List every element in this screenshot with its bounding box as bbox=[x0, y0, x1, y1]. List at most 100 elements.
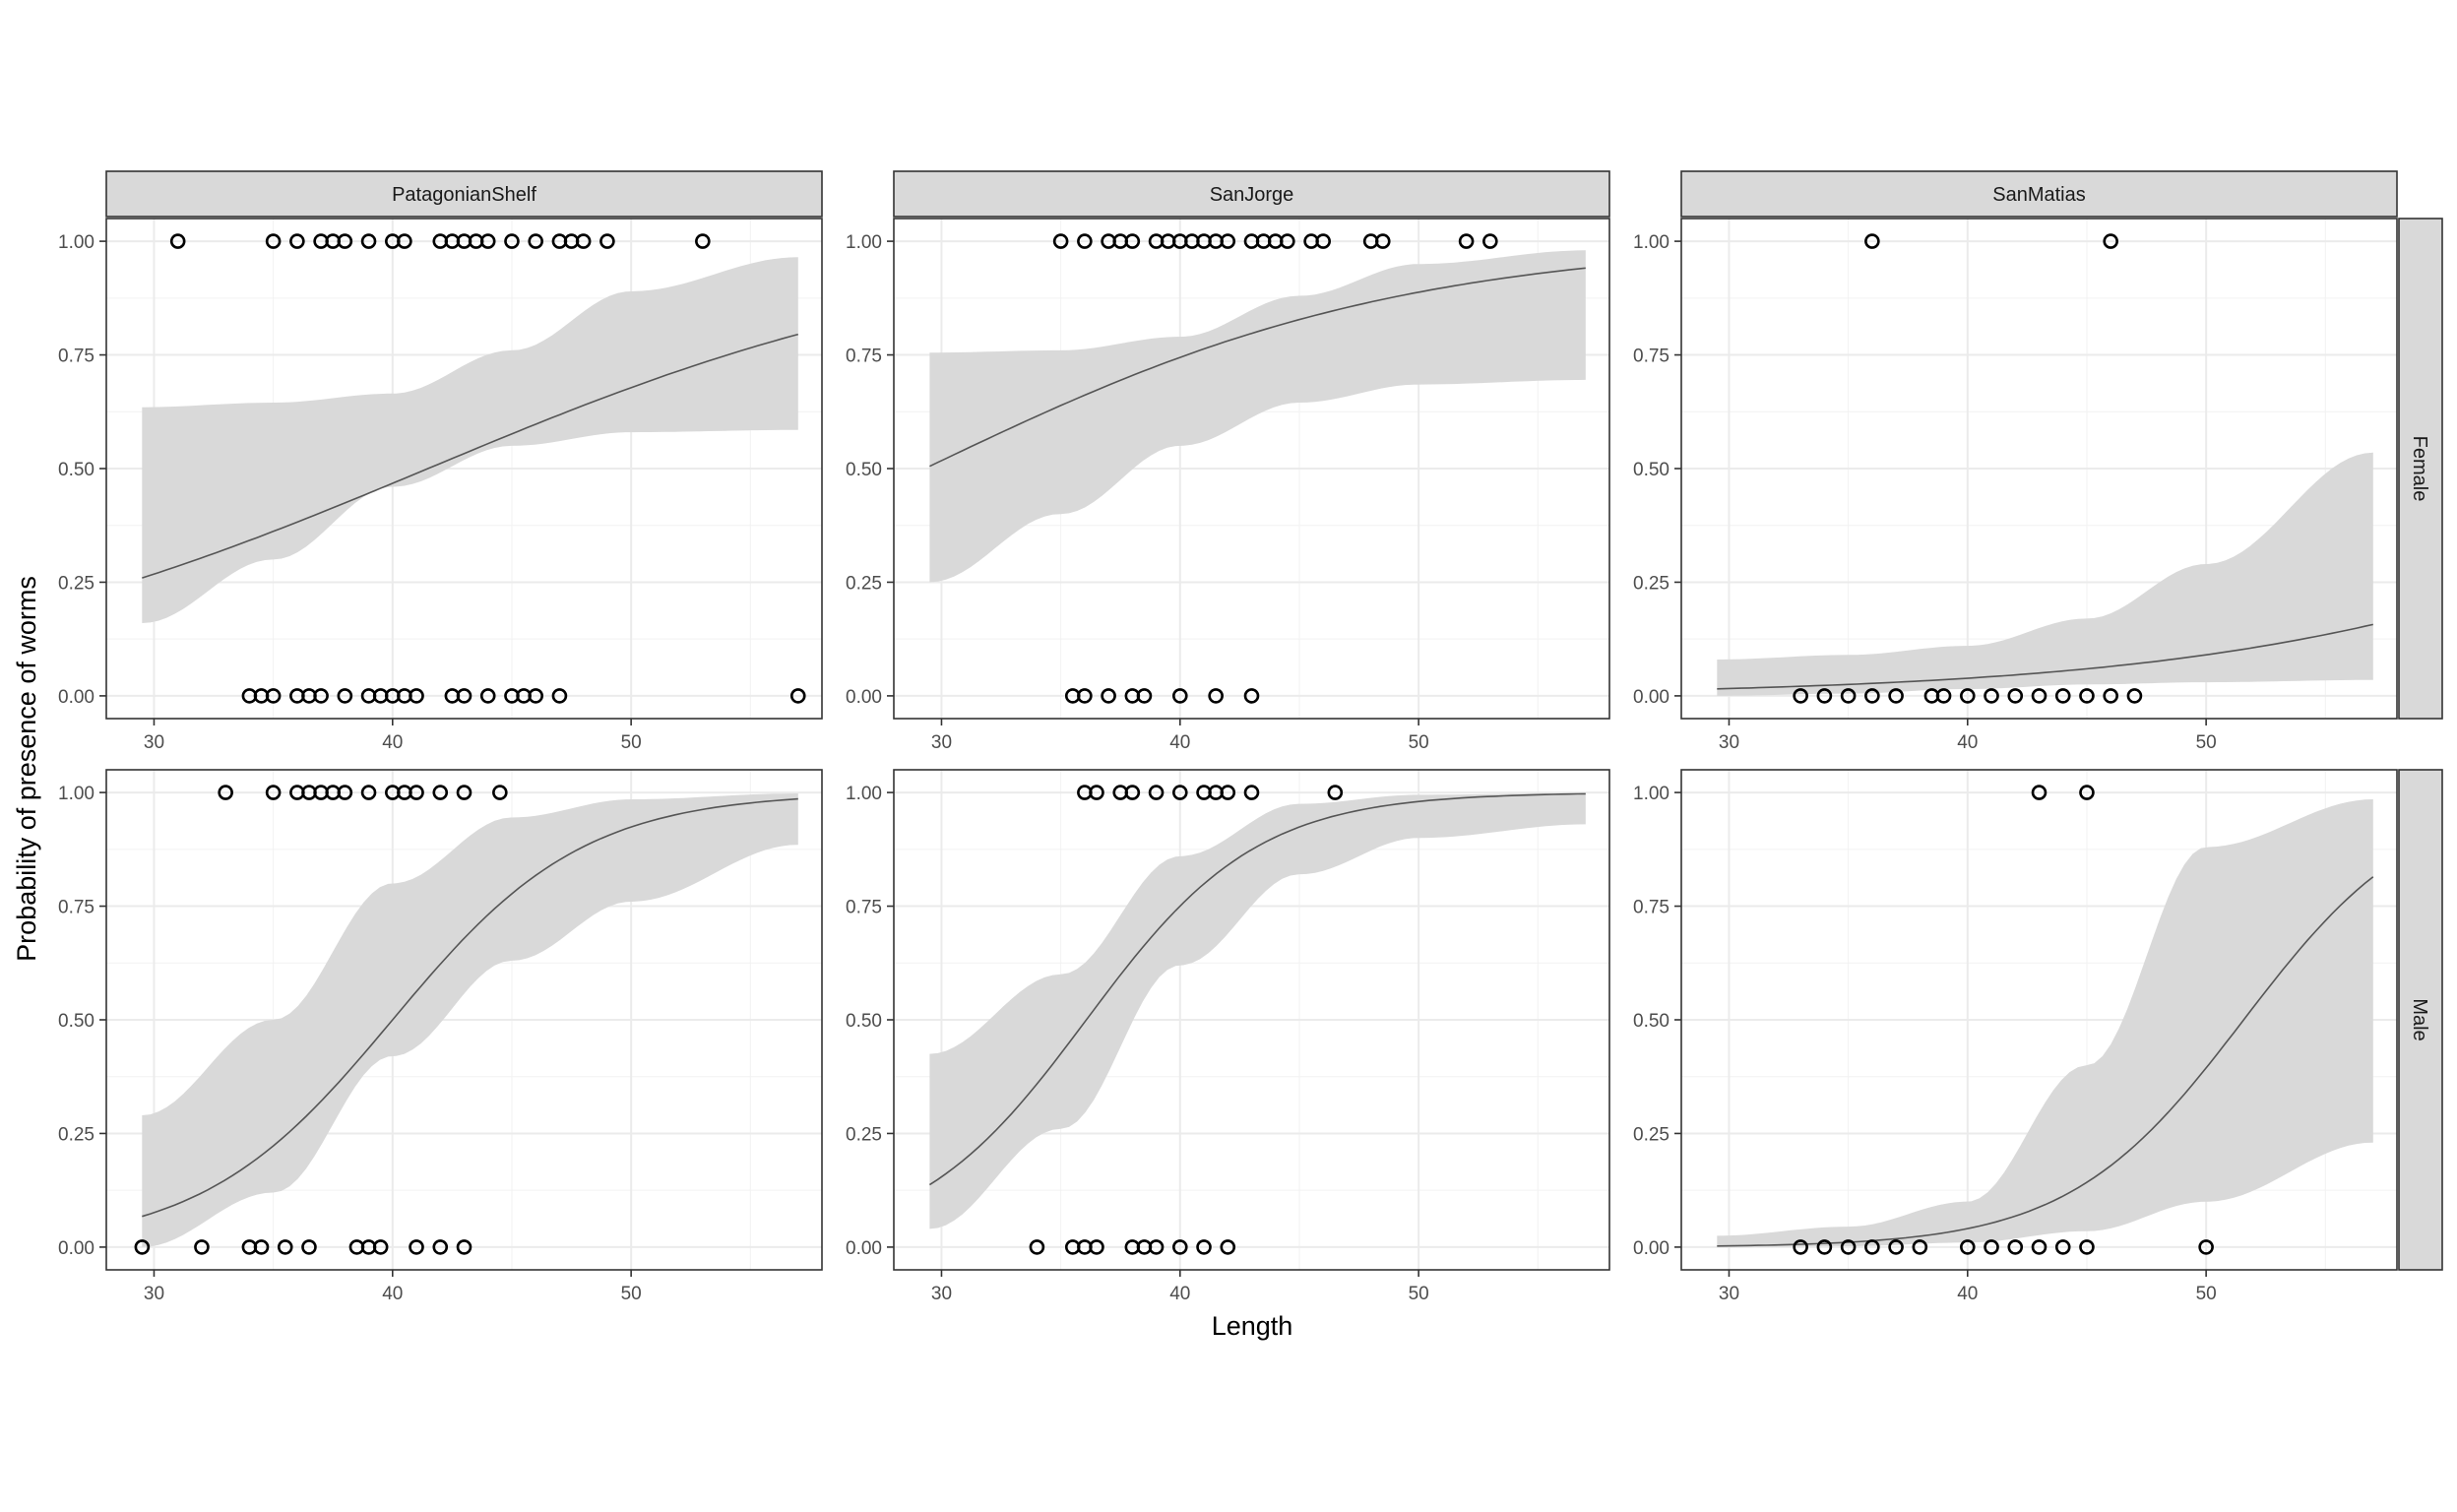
data-point-absent bbox=[2031, 688, 2048, 704]
y-tick-label: 0.75 bbox=[846, 898, 882, 918]
data-point-absent bbox=[1960, 1239, 1976, 1255]
data-point-absent bbox=[456, 688, 472, 704]
data-point-absent bbox=[1935, 688, 1952, 704]
panel-PatagonianShelf-Male: 30 40 50 0.00 0.25 0.50 0.75 1.00 bbox=[58, 769, 823, 1304]
y-tick-label: 1.00 bbox=[1633, 232, 1670, 253]
data-point-present bbox=[2103, 233, 2118, 249]
data-point-absent bbox=[1864, 1239, 1880, 1255]
y-tick-label: 0.00 bbox=[58, 687, 94, 708]
data-point-absent bbox=[1029, 1239, 1045, 1255]
data-point-absent bbox=[551, 688, 568, 704]
y-axis-title: Probability of presence of worms bbox=[12, 576, 41, 962]
y-tick-label: 1.00 bbox=[846, 784, 882, 804]
data-point-present bbox=[1280, 233, 1295, 249]
data-point-absent bbox=[1196, 1239, 1212, 1255]
x-tick-label: 40 bbox=[1169, 1284, 1190, 1304]
strip-labels-layer: PatagonianShelf SanJorge SanMatias Female Ma… bbox=[105, 170, 2443, 1271]
data-point-present bbox=[456, 785, 472, 800]
y-tick-label: 0.50 bbox=[846, 460, 882, 480]
data-point-absent bbox=[1984, 688, 1999, 704]
fitted-line bbox=[142, 333, 799, 579]
data-point-absent bbox=[1077, 688, 1093, 704]
x-tick-label: 40 bbox=[1169, 732, 1190, 753]
y-tick-label: 0.00 bbox=[1633, 1238, 1670, 1259]
y-tick-label: 1.00 bbox=[1633, 784, 1670, 804]
x-tick-label: 30 bbox=[1719, 1284, 1739, 1304]
strip-label-SanMatias: SanMatias bbox=[1992, 184, 2086, 206]
data-point-absent bbox=[313, 688, 329, 704]
strip-SanJorge bbox=[893, 170, 1610, 218]
data-point-absent bbox=[1172, 688, 1188, 704]
data-point-absent bbox=[1888, 688, 1904, 704]
y-tick-label: 0.00 bbox=[846, 1238, 882, 1259]
data-point-present bbox=[1374, 233, 1391, 249]
data-point-present bbox=[2079, 785, 2095, 800]
data-point-present bbox=[528, 233, 544, 249]
data-point-absent bbox=[1220, 1239, 1236, 1255]
y-tick-label: 0.25 bbox=[846, 573, 882, 594]
data-point-absent bbox=[409, 688, 424, 704]
x-tick-label: 40 bbox=[382, 1284, 403, 1304]
data-point-absent bbox=[1840, 688, 1857, 704]
data-point-absent bbox=[253, 1239, 270, 1255]
data-point-absent bbox=[2007, 1239, 2024, 1255]
data-point-absent bbox=[1243, 688, 1260, 704]
data-point-present bbox=[169, 233, 186, 249]
strip-label-SanJorge: SanJorge bbox=[1210, 184, 1294, 206]
y-tick-label: 0.00 bbox=[846, 687, 882, 708]
data-point-absent bbox=[2054, 688, 2071, 704]
strip-label-PatagonianShelf: PatagonianShelf bbox=[392, 184, 536, 206]
y-tick-label: 0.00 bbox=[1633, 687, 1670, 708]
data-point-absent bbox=[1148, 1239, 1165, 1255]
y-tick-label: 0.75 bbox=[1633, 898, 1670, 918]
y-tick-label: 1.00 bbox=[58, 232, 94, 253]
x-axis-title: Length bbox=[1212, 1311, 1293, 1341]
y-tick-label: 0.50 bbox=[846, 1011, 882, 1032]
x-tick-label: 50 bbox=[621, 1284, 642, 1304]
y-tick-label: 0.25 bbox=[846, 1124, 882, 1145]
x-tick-label: 30 bbox=[931, 1284, 952, 1304]
data-point-absent bbox=[528, 688, 544, 704]
y-tick-label: 1.00 bbox=[846, 232, 882, 253]
strip-Female bbox=[2398, 218, 2443, 720]
x-tick-label: 40 bbox=[1957, 732, 1978, 753]
data-point-present bbox=[337, 233, 353, 249]
data-point-present bbox=[575, 233, 592, 249]
data-point-present bbox=[1315, 233, 1331, 249]
data-point-present bbox=[289, 233, 305, 249]
y-tick-label: 0.25 bbox=[58, 573, 94, 594]
confidence-ribbon bbox=[1717, 452, 2373, 696]
x-tick-label: 30 bbox=[144, 732, 164, 753]
y-tick-label: 0.75 bbox=[58, 898, 94, 918]
data-point-present bbox=[1089, 785, 1104, 800]
data-point-absent bbox=[2079, 688, 2095, 704]
data-point-absent bbox=[2103, 688, 2118, 704]
data-point-present bbox=[599, 233, 615, 249]
data-point-present bbox=[504, 233, 520, 249]
confidence-ribbon bbox=[929, 250, 1586, 583]
data-point-absent bbox=[301, 1239, 317, 1255]
x-tick-label: 50 bbox=[1409, 732, 1429, 753]
data-point-absent bbox=[1864, 688, 1880, 704]
fitted-line bbox=[142, 797, 798, 1218]
data-point-absent bbox=[456, 1239, 472, 1255]
panels-layer: 30 40 50 0.00 0.25 0.50 0.75 1.00 30 40 50 0.00 0.25… bbox=[58, 218, 2398, 1304]
data-point-absent bbox=[2198, 1239, 2214, 1255]
data-point-absent bbox=[265, 688, 282, 704]
data-point-absent bbox=[1960, 688, 1976, 704]
data-point-absent bbox=[2126, 688, 2143, 704]
data-point-present bbox=[1864, 233, 1880, 249]
y-tick-label: 0.50 bbox=[58, 1011, 94, 1032]
data-point-absent bbox=[1984, 1239, 1999, 1255]
data-point-absent bbox=[2031, 1239, 2048, 1255]
y-tick-label: 0.50 bbox=[58, 460, 94, 480]
confidence-ribbon bbox=[1717, 799, 2373, 1247]
data-point-present bbox=[432, 785, 449, 800]
confidence-ribbon bbox=[142, 257, 798, 623]
data-point-absent bbox=[1172, 1239, 1188, 1255]
data-point-present bbox=[218, 785, 233, 800]
data-point-present bbox=[1327, 785, 1344, 800]
panel-SanJorge-Female: 30 40 50 0.00 0.25 0.50 0.75 1.00 bbox=[846, 218, 1610, 753]
panel-SanMatias-Female: 30 40 50 0.00 0.25 0.50 0.75 1.00 bbox=[1633, 218, 2398, 753]
fitted-line bbox=[1717, 876, 2374, 1247]
